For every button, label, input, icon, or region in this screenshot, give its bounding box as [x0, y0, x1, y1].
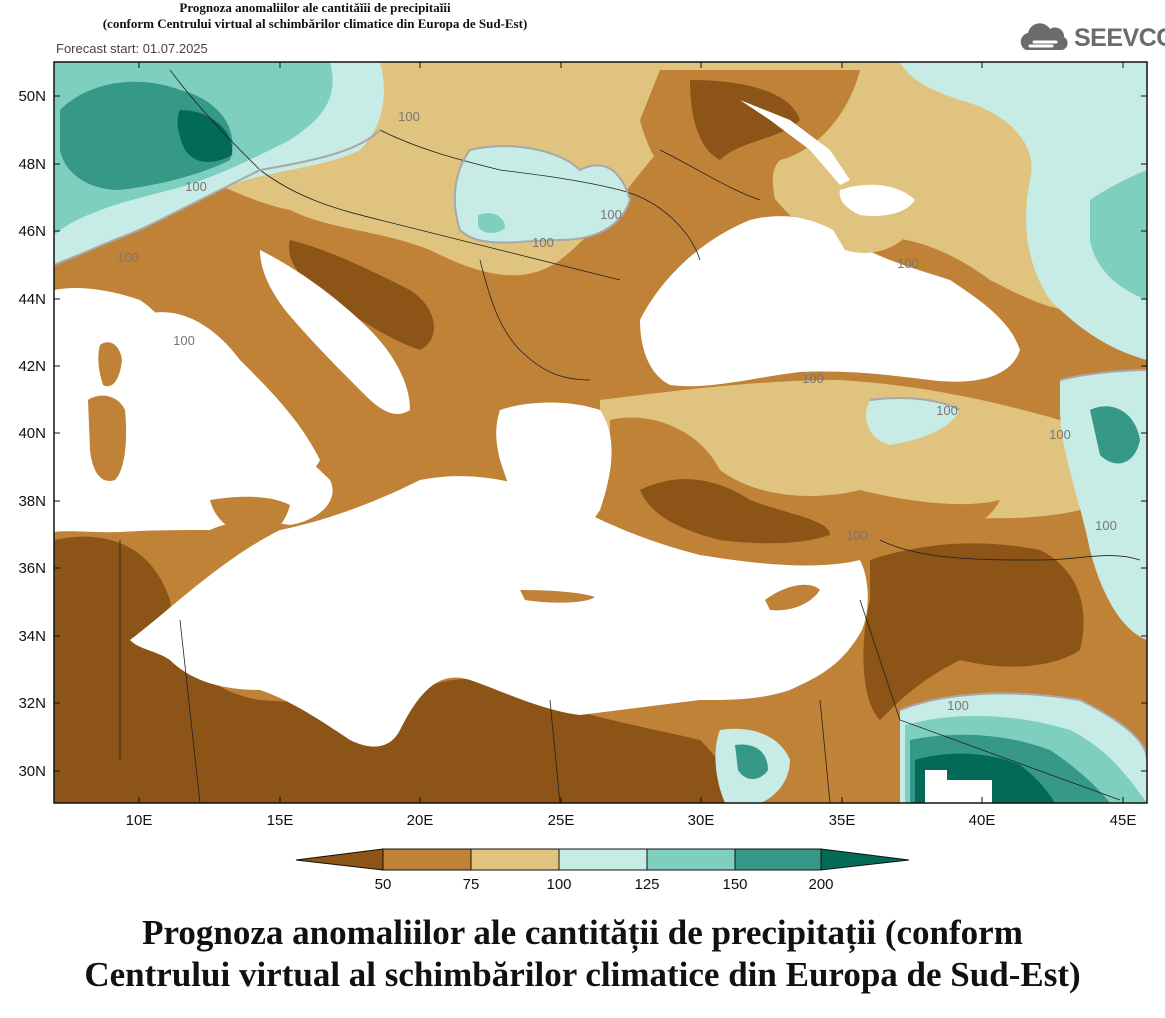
lon-label: 15E: [267, 812, 294, 829]
anomaly-band-lt50-balkans: [289, 240, 434, 350]
cyprus: [765, 584, 820, 611]
cloud-icon: [1020, 23, 1068, 50]
legend-swatch-50-75: [382, 848, 472, 871]
legend-swatch-gt200: [820, 848, 910, 871]
legend-swatch-75-100: [470, 848, 560, 871]
country-borders: [119, 69, 1141, 803]
anomaly-band-150-200-caucasus: [1090, 406, 1140, 464]
crimea: [830, 216, 915, 253]
contour-label: 100: [600, 207, 622, 222]
corsica: [98, 342, 122, 387]
legend-swatch-150-200: [734, 848, 822, 871]
sardinia: [88, 395, 127, 481]
contour-label: 100: [173, 333, 195, 348]
lat-label: 50N: [18, 88, 46, 105]
caption-line1: Prognoza anomaliilor ale cantității de p…: [142, 913, 1023, 952]
lat-label: 36N: [18, 560, 46, 577]
anomaly-band-150-200-sinai: [735, 744, 768, 779]
legend-tick: 75: [463, 876, 480, 893]
contour-label: 100: [897, 256, 919, 271]
lat-label: 46N: [18, 223, 46, 240]
legend-tick: 125: [634, 876, 659, 893]
anomaly-band-lt50-levant: [863, 543, 1084, 720]
tyrrhenian-sea: [130, 312, 320, 477]
lon-label: 35E: [829, 812, 856, 829]
contour-label: 100: [846, 528, 868, 543]
figure-caption: Prognoza anomaliilor ale cantității de p…: [0, 912, 1165, 996]
lat-label: 32N: [18, 695, 46, 712]
lat-label: 40N: [18, 425, 46, 442]
anomaly-band-150-200-alps: [60, 81, 233, 190]
legend-tick: 200: [808, 876, 833, 893]
lon-label: 40E: [969, 812, 996, 829]
precipitation-anomaly-map: Forecast start: 01.07.2025: [18, 41, 1148, 893]
logo-text: SEEVCCC: [1074, 24, 1165, 52]
sicily: [210, 496, 290, 540]
mediterranean-sea: [54, 288, 333, 533]
lat-label: 42N: [18, 358, 46, 375]
anomaly-band-125-150-east: [1090, 170, 1147, 300]
anomaly-band-gt200-alps: [177, 110, 233, 162]
contour-label: 100: [532, 235, 554, 250]
anomaly-band-lt50-anatolia: [640, 479, 830, 544]
legend-swatch-lt50: [295, 848, 384, 871]
legend-swatch-100-125: [558, 848, 648, 871]
legend-swatch-125-150: [646, 848, 736, 871]
east-mediterranean: [130, 476, 868, 747]
anomaly-band-lt50-africa: [54, 536, 760, 803]
legend-colorbar: [295, 848, 910, 871]
map-title-line2: (conform Centrului virtual al schimbăril…: [102, 16, 528, 31]
anomaly-band-100-125-east: [900, 62, 1147, 360]
lat-label: 30N: [18, 763, 46, 780]
legend-tick: 50: [375, 876, 392, 893]
legend-ticks: 50 75 100 125 150 200: [375, 876, 834, 893]
adriatic-sea: [260, 250, 410, 415]
contour-label: 100: [398, 109, 420, 124]
black-sea: [640, 216, 1020, 387]
legend-tick: 100: [546, 876, 571, 893]
contour-label: 100: [936, 403, 958, 418]
lat-label: 44N: [18, 291, 46, 308]
sea-of-azov: [839, 184, 915, 217]
crete: [520, 590, 595, 603]
contour-labels: 100 100 100 100 100 100 100 100 100 100 …: [117, 109, 1117, 713]
longitude-ticks: [138, 62, 1124, 803]
anomaly-band-100-125-pontic: [866, 398, 960, 445]
lat-label: 34N: [18, 628, 46, 645]
contour-label: 100: [802, 371, 824, 386]
forecast-start-text: Forecast start: 01.07.2025: [56, 41, 208, 56]
lon-label: 25E: [548, 812, 575, 829]
longitude-axis: 10E 15E 20E 25E 30E 35E 40E 45E: [126, 812, 1137, 829]
seevccc-logo: SEEVCCC: [1016, 20, 1165, 58]
lon-label: 20E: [407, 812, 434, 829]
contour-label: 100: [117, 250, 139, 265]
contour-label: 100: [1049, 427, 1071, 442]
contour-label: 100: [185, 179, 207, 194]
anomaly-band-125-150-carpathian: [478, 213, 505, 234]
contour-100-lines: [54, 129, 1147, 761]
lat-label: 38N: [18, 493, 46, 510]
latitude-ticks: [54, 95, 1147, 772]
lon-label: 10E: [126, 812, 153, 829]
lon-label: 30E: [688, 812, 715, 829]
anomaly-band-125-150-germany: [225, 78, 280, 112]
latitude-axis: 50N 48N 46N 44N 42N 40N 38N 36N 34N 32N …: [18, 88, 46, 780]
aegean-sea: [496, 402, 612, 544]
lon-label: 45E: [1110, 812, 1137, 829]
map-title-line1: Prognoza anomaliilor ale cantităĭii de p…: [179, 0, 451, 15]
contour-label: 100: [1095, 518, 1117, 533]
map-field: [54, 62, 1147, 803]
contour-label: 100: [947, 698, 969, 713]
anomaly-band-lt50-ukraine: [690, 80, 800, 160]
map-title: Prognoza anomaliilor ale cantităĭii de p…: [0, 0, 630, 32]
lat-label: 48N: [18, 156, 46, 173]
caption-line2: Centrului virtual al schimbărilor climat…: [84, 955, 1081, 994]
legend-tick: 150: [722, 876, 747, 893]
